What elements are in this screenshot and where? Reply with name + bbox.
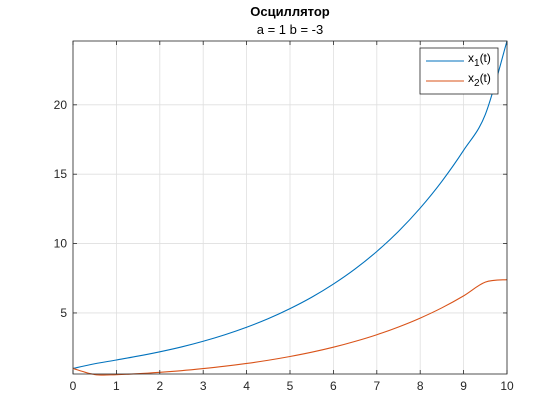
chart-title: Осциллятор — [250, 4, 330, 19]
series-line-2 — [72, 279, 508, 376]
x-tick-label: 1 — [113, 379, 120, 393]
legend-label-2: x2(t) — [468, 71, 491, 89]
x-tick-label: 10 — [500, 379, 514, 393]
legend-box — [419, 47, 499, 95]
x-tick-label: 3 — [200, 379, 207, 393]
x-tick-label: 2 — [156, 379, 163, 393]
legend-label-subscript: 2 — [474, 78, 480, 89]
series-layer — [72, 40, 508, 376]
x-tick-label: 9 — [460, 379, 467, 393]
chart-subtitle: a = 1 b = -3 — [257, 22, 324, 37]
legend-label-base: x — [468, 51, 474, 65]
legend-label-subscript: 1 — [474, 58, 480, 69]
legend: x1(t)x2(t) — [419, 47, 499, 95]
y-tick-label: 5 — [60, 306, 67, 320]
x-tick-label: 7 — [373, 379, 380, 393]
legend-label-suffix: (t) — [480, 71, 491, 85]
legend-label-base: x — [468, 71, 474, 85]
plot-area: 0 1 2 3 4 5 6 7 8 9 10 5 10 15 20 — [54, 40, 514, 393]
legend-label-1: x1(t) — [468, 51, 491, 69]
ticks: 0 1 2 3 4 5 6 7 8 9 10 5 10 15 20 — [54, 41, 514, 393]
x-tick-label: 4 — [243, 379, 250, 393]
x-tick-label: 5 — [287, 379, 294, 393]
series-line-1 — [72, 40, 508, 369]
legend-label-suffix: (t) — [480, 51, 491, 65]
x-tick-label: 6 — [330, 379, 337, 393]
x-tick-label: 0 — [70, 379, 77, 393]
y-tick-label: 15 — [54, 167, 68, 181]
x-tick-label: 8 — [417, 379, 424, 393]
y-tick-label: 20 — [54, 98, 68, 112]
y-tick-label: 10 — [54, 237, 68, 251]
